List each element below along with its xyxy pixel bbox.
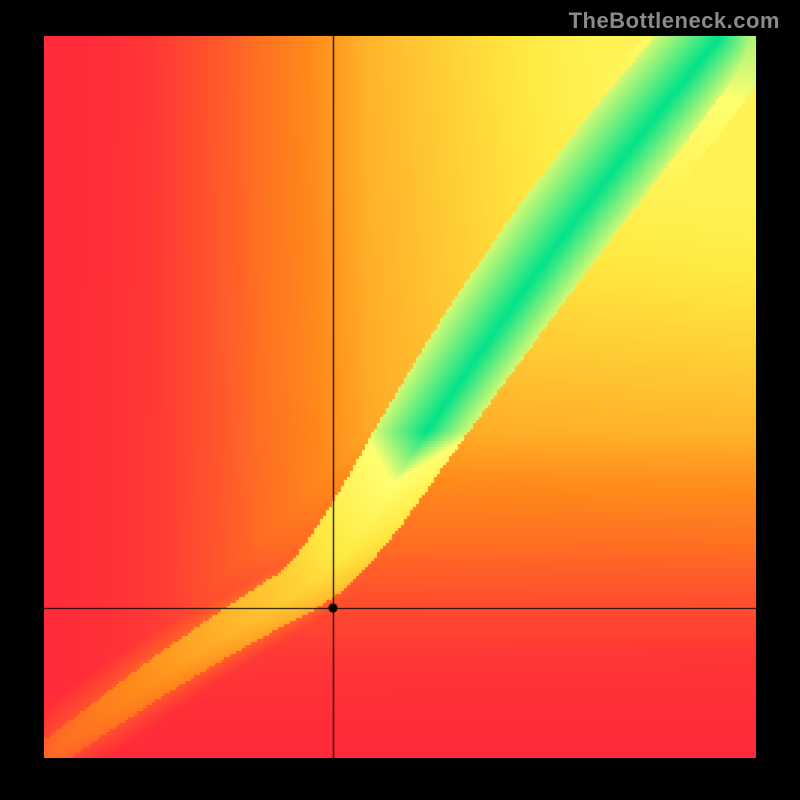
chart-frame: TheBottleneck.com xyxy=(0,0,800,800)
watermark-text: TheBottleneck.com xyxy=(569,8,780,34)
bottleneck-heatmap xyxy=(44,36,756,758)
